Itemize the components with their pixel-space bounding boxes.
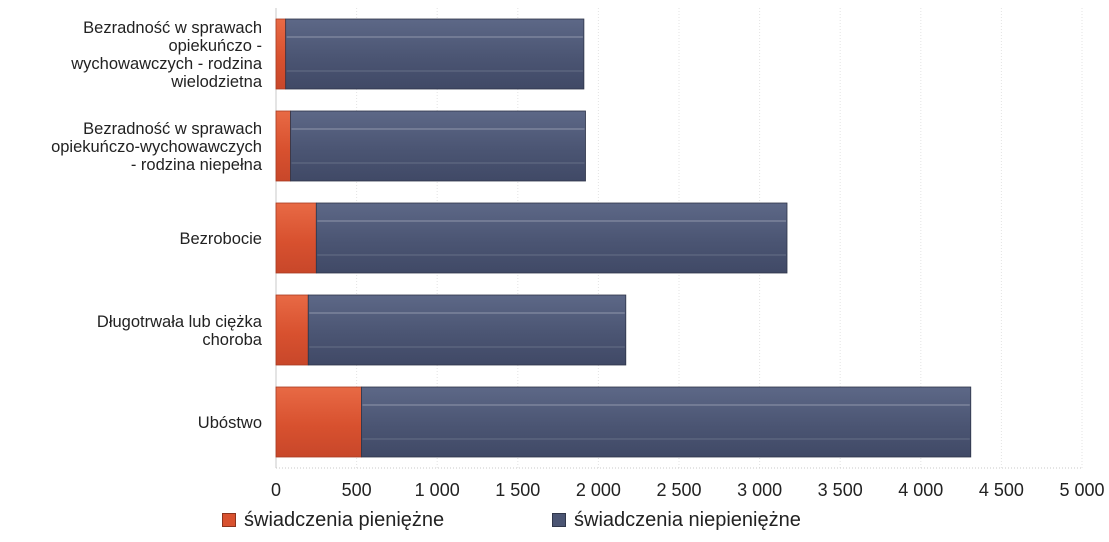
bar-swiadczenia-niepieniezne — [290, 110, 586, 182]
bar-layer — [275, 18, 972, 458]
x-tick-label: 3 000 — [737, 480, 782, 500]
x-tick-label: 4 000 — [898, 480, 943, 500]
x-tick-label: 1 500 — [495, 480, 540, 500]
bar-swiadczenia-niepieniezne — [285, 18, 585, 90]
x-tick-label: 3 500 — [818, 480, 863, 500]
x-tick-label: 2 000 — [576, 480, 621, 500]
x-tick-label: 5 000 — [1059, 480, 1104, 500]
category-label-line: Bezrobocie — [179, 230, 262, 248]
bar-swiadczenia-pieniezne — [275, 202, 317, 274]
legend-swatch-pieniezne — [222, 513, 236, 527]
category-label: Ubóstwo — [198, 414, 262, 432]
bar-swiadczenia-niepieniezne — [307, 294, 627, 366]
x-tick-label: 500 — [342, 480, 372, 500]
legend-swatch-niepieniezne — [552, 513, 566, 527]
category-label-line: wychowawczych - rodzina — [70, 55, 263, 73]
bar-swiadczenia-pieniezne — [275, 18, 287, 90]
legend-label-pieniezne: świadczenia pieniężne — [244, 508, 445, 531]
legend: świadczenia pieniężne świadczenia niepie… — [222, 505, 922, 535]
category-label-line: Bezradność w sprawach — [83, 120, 262, 138]
x-tick-label: 4 500 — [979, 480, 1024, 500]
category-label-line: - rodzina niepełna — [131, 156, 263, 174]
category-label: Bezradność w sprawach opiekuńczo -wychowa… — [70, 19, 263, 91]
x-tick-label: 0 — [271, 480, 281, 500]
category-label-line: choroba — [202, 331, 262, 349]
x-axis-ticks: 0 500 1 000 1 500 2 000 2 500 3 000 3 500 4 000 4… — [271, 480, 1105, 500]
bar-swiadczenia-pieniezne — [275, 110, 291, 182]
bar-swiadczenia-pieniezne — [275, 294, 309, 366]
legend-label-niepieniezne: świadczenia niepieniężne — [574, 508, 801, 531]
category-label-line: wielodzietna — [170, 73, 263, 91]
category-label: Bezradność w sprawach opiekuńczo-wychowaw… — [51, 120, 263, 174]
category-label-line: Bezradność w sprawach — [83, 19, 262, 37]
category-label-line: opiekuńczo - — [168, 37, 262, 55]
x-tick-label: 2 500 — [656, 480, 701, 500]
category-label-line: opiekuńczo-wychowawczych — [51, 138, 262, 156]
category-labels: Bezradność w sprawach opiekuńczo -wychowa… — [51, 19, 263, 432]
legend-item-niepieniezne: świadczenia niepieniężne — [552, 505, 801, 535]
category-label: Bezrobocie — [179, 230, 262, 248]
bar-swiadczenia-niepieniezne — [315, 202, 788, 274]
category-label-line: Ubóstwo — [198, 414, 262, 432]
bar-swiadczenia-pieniezne — [275, 386, 362, 458]
category-label-line: Długotrwała lub ciężka — [97, 313, 263, 331]
x-tick-label: 1 000 — [415, 480, 460, 500]
legend-item-pieniezne: świadczenia pieniężne — [222, 505, 444, 535]
category-label: Długotrwała lub ciężka choroba — [97, 313, 263, 349]
bar-swiadczenia-niepieniezne — [361, 386, 972, 458]
